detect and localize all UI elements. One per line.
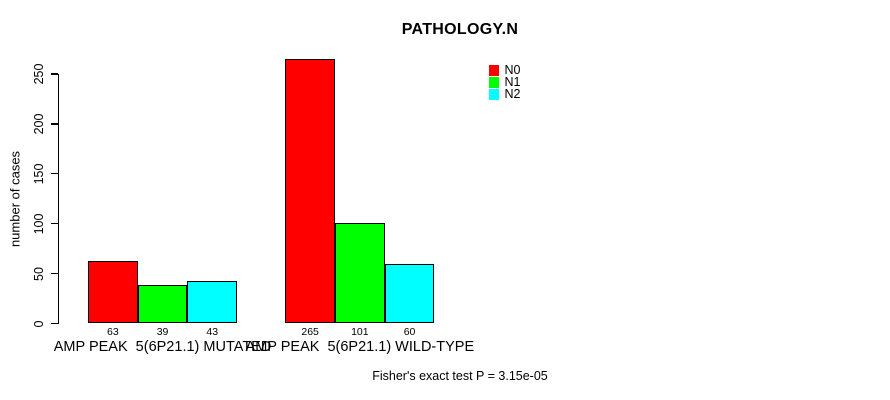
bar-value-label: 43 [206,326,219,338]
bar-value-label: 265 [301,326,319,338]
fisher-test-annotation: Fisher's exact test P = 3.15e-05 [372,369,548,383]
y-axis-label: number of cases [7,150,22,248]
y-tick-mark [51,123,58,125]
legend-swatch-n1 [488,77,499,88]
bar-value-label: 101 [351,326,369,338]
category-label: AMP PEAK 5(6P21.1) MUTATED [53,338,272,355]
bar-value-label: 63 [107,326,119,338]
legend-label-n2: N2 [504,87,521,102]
y-tick-label: 250 [31,63,46,85]
y-tick-mark [51,73,58,75]
bar-n0-group2 [285,59,335,324]
y-tick-label: 50 [31,266,46,281]
bar-value-label: 39 [156,326,169,338]
y-tick-mark [51,173,58,175]
legend-swatch-n0 [488,65,499,76]
category-label: AMP PEAK 5(6P21.1) WILD-TYPE [245,338,475,355]
bar-n2-group1 [187,280,238,324]
y-tick-mark [51,272,58,275]
legend-label-n1: N1 [504,75,521,90]
bar-n2-group2 [384,263,435,324]
bar-value-label: 60 [403,326,416,338]
y-tick-label: 0 [31,320,46,327]
bar-n1-group1 [137,284,188,324]
y-tick-label: 100 [31,213,46,235]
y-tick-label: 200 [31,113,46,135]
legend-label-n0: N0 [504,63,521,77]
y-tick-label: 150 [31,163,46,185]
y-tick-mark [51,223,58,225]
bar-n1-group2 [335,222,385,324]
legend-swatch-n2 [488,89,499,100]
y-axis-line [57,74,60,325]
y-tick-mark [51,322,58,325]
bar-n0-group1 [88,260,138,324]
chart-title: PATHOLOGY.N [401,21,519,38]
